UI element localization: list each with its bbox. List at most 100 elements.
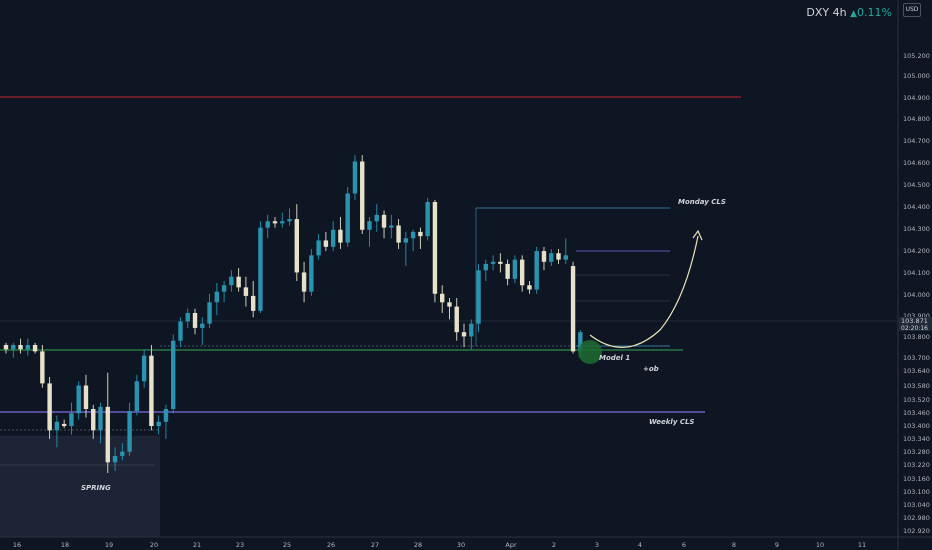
spring-zone (0, 435, 160, 537)
candle-body (192, 312, 198, 328)
y-tick-label: 103.900 (903, 312, 930, 320)
candle-body (512, 259, 518, 279)
candle-body (418, 231, 423, 237)
y-tick-label: 104.700 (903, 137, 930, 145)
candle-body (505, 263, 510, 279)
candle-body (221, 285, 227, 292)
currency-badge[interactable]: USD (903, 3, 921, 17)
candle-body (134, 381, 140, 412)
candle-body (563, 255, 568, 260)
x-tick-label: 20 (150, 541, 158, 549)
y-tick-label: 104.000 (903, 291, 930, 299)
y-tick-label: 103.400 (903, 422, 930, 430)
x-tick-label: 10 (816, 541, 824, 549)
x-tick-label: 21 (193, 541, 201, 549)
candle-body (141, 355, 147, 382)
ob-label: +ob (643, 365, 659, 373)
candle-body (47, 383, 52, 431)
candle-body (280, 221, 285, 224)
x-tick-label: 25 (283, 541, 291, 549)
candle-body (330, 229, 336, 247)
current-price-tag (899, 317, 932, 331)
candle-body (301, 272, 307, 292)
candle-body (396, 225, 401, 243)
x-tick-label: 6 (682, 541, 686, 549)
symbol-name: DXY (806, 6, 830, 19)
candle-body (91, 408, 96, 431)
candle-body (200, 323, 205, 328)
candle-body (178, 321, 183, 341)
y-tick-label: 105.200 (903, 52, 930, 60)
current-price-label: 103.871 (901, 317, 928, 325)
y-tick-label: 104.200 (903, 247, 930, 255)
candle-body (207, 302, 212, 324)
candle-body (272, 221, 278, 224)
change-percent: 0.11% (857, 6, 892, 19)
x-tick-label: 19 (105, 541, 113, 549)
y-tick-label: 104.400 (903, 203, 930, 211)
y-tick-label: 103.520 (903, 396, 930, 404)
spring-label: SPRING (81, 484, 111, 492)
candle-body (345, 193, 350, 243)
x-tick-label: 16 (13, 541, 21, 549)
model-1-label: Model 1 (599, 354, 630, 362)
candle-body (83, 385, 89, 409)
candle-body (76, 385, 81, 414)
candle-body (163, 408, 169, 422)
monday-cls-label: Monday CLS (678, 198, 726, 206)
y-tick-label: 104.100 (903, 269, 930, 277)
candle-body (316, 240, 321, 256)
candle-body (469, 323, 474, 337)
candle-body (250, 295, 256, 311)
candle-body (549, 253, 554, 262)
candle-body (294, 219, 299, 273)
candle-body (323, 240, 329, 247)
y-tick-label: 103.100 (903, 488, 930, 496)
candle-body (40, 351, 45, 384)
candle-body (498, 261, 503, 264)
candle-body (236, 276, 241, 288)
y-tick-label: 103.580 (903, 382, 930, 390)
candle-body (156, 421, 161, 427)
y-tick-label: 104.900 (903, 94, 930, 102)
y-tick-label: 103.220 (903, 461, 930, 469)
y-tick-label: 103.640 (903, 367, 930, 375)
x-tick-label: 18 (61, 541, 69, 549)
candle-body (185, 312, 190, 322)
candle-body (432, 202, 438, 294)
candle-body (258, 227, 263, 311)
y-tick-label: 102.920 (903, 527, 930, 535)
y-tick-label: 103.340 (903, 435, 930, 443)
candle-body (570, 266, 576, 352)
x-tick-label: 8 (732, 541, 736, 549)
y-tick-label: 104.500 (903, 181, 930, 189)
projection-arrowhead (692, 229, 703, 241)
candle-body (229, 276, 234, 286)
candle-body (265, 221, 270, 228)
candle-body (69, 413, 74, 427)
candle-body (98, 406, 103, 431)
candle-body (519, 259, 525, 286)
x-tick-label: 9 (775, 541, 779, 549)
ob-circle (578, 340, 602, 364)
candle-body (112, 455, 118, 463)
x-tick-label: 11 (858, 541, 866, 549)
weekly-cls-label: Weekly CLS (649, 418, 694, 426)
candle-body (440, 293, 445, 303)
candle-body (171, 340, 176, 409)
candle-body (367, 221, 372, 230)
candle-body (360, 161, 365, 230)
candle-body (127, 411, 132, 452)
y-tick-label: 105.000 (903, 72, 930, 80)
candle-body (338, 229, 343, 243)
x-tick-label: 23 (236, 541, 244, 549)
up-arrow-icon: ▲ (850, 9, 858, 19)
candle-body (461, 332, 467, 337)
x-tick-label: 4 (638, 541, 642, 549)
candle-body (403, 238, 409, 243)
timeframe-label: 4h (832, 6, 847, 19)
y-tick-label: 104.600 (903, 159, 930, 167)
candle-body (18, 344, 23, 350)
